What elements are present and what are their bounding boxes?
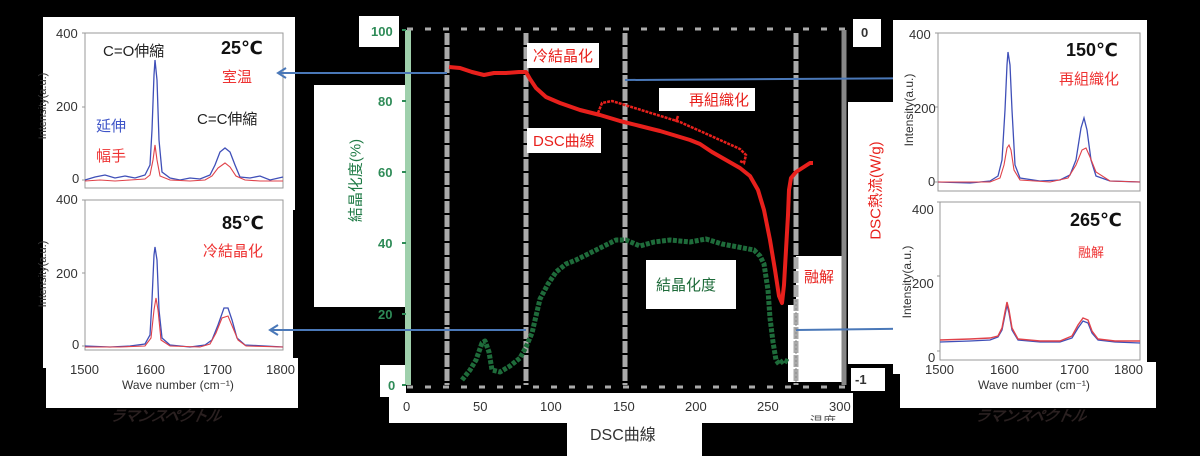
x-tick-0: 0 — [403, 399, 411, 414]
y-tick-0: 0 — [928, 350, 936, 365]
left-tick-20: 20 — [378, 307, 393, 322]
label-crystallinity: 結晶化度 — [646, 260, 737, 309]
y-tick-400: 400 — [56, 26, 78, 41]
temp-label-150c: 150℃ — [1066, 40, 1118, 60]
y-axis-label: Intensity(a.u.) — [900, 245, 914, 319]
x-tick-1800: 1800 — [266, 362, 295, 377]
spectrum-panel-150c — [893, 20, 1071, 192]
left-tick-0-bg — [380, 365, 406, 397]
temp-label-25c: 25℃ — [221, 38, 263, 58]
x-tick-200: 200 — [685, 399, 707, 414]
x-axis-label: Wave number (cm⁻¹) — [122, 378, 234, 392]
x-tick-1700: 1700 — [203, 362, 232, 377]
temp-label-85c: 85℃ — [222, 213, 264, 233]
spectrum-85c-chart — [82, 199, 284, 351]
right-tick-minus1-bg — [851, 368, 885, 391]
spectrum-25c-chart — [82, 32, 284, 189]
y-tick-200: 200 — [912, 276, 934, 291]
label-reorganization: 再組織化 — [659, 88, 756, 111]
x-tick-1500: 1500 — [70, 362, 99, 377]
x-tick-1800: 1800 — [1114, 362, 1143, 377]
x-tick-1500: 1500 — [925, 362, 954, 377]
x-tick-1600: 1600 — [136, 362, 165, 377]
spectrum-265c-chart — [937, 201, 1141, 361]
label-melting: 融解 — [804, 269, 835, 286]
x-tick-150: 150 — [613, 399, 635, 414]
right-tick-0: 0 — [861, 25, 869, 40]
x-tick-300: 300 — [829, 399, 851, 414]
spectrum-panel-150c-right — [1070, 20, 1147, 192]
x-axis-label-cut: 温度(℃) — [810, 413, 850, 421]
x-axis-label-cut-text: 温度(℃) — [810, 413, 850, 421]
label-dsc-curve: DSC曲線 — [527, 128, 601, 153]
y-tick-200: 200 — [56, 99, 78, 114]
left-tick-0: 0 — [388, 378, 396, 393]
right-tick-0-bg — [853, 19, 881, 47]
cc-stretch-label: C=C伸縮 — [197, 111, 258, 128]
legend-width-label: 幅手 — [96, 148, 127, 165]
y-axis-label: Intensity(a.u.) — [902, 73, 916, 147]
raman-spectrum-footer: ラマンスペクトル — [972, 408, 1088, 425]
spectrum-85c-xaxis-area — [46, 358, 298, 408]
state-label-room-temp: 室温 — [222, 69, 253, 86]
x-axis-label: Wave number (cm⁻¹) — [978, 378, 1090, 392]
x-tick-1600: 1600 — [990, 362, 1019, 377]
spectrum-150c-chart — [935, 32, 1141, 192]
left-tick-100-bg — [359, 16, 399, 47]
x-axis-label: DSC曲線 — [590, 427, 656, 444]
x-tick-50: 50 — [473, 399, 488, 414]
legend-stretch-label: 延伸 — [96, 118, 127, 135]
y-tick-200: 200 — [914, 101, 936, 116]
x-tick-100: 100 — [540, 399, 562, 414]
spectrum-panel-265c — [893, 192, 1147, 374]
y-tick-400: 400 — [912, 202, 934, 217]
y-tick-0: 0 — [72, 337, 80, 352]
spectrum-265c-xaxis-area — [900, 362, 1156, 408]
left-tick-60: 60 — [378, 165, 393, 180]
y-tick-0: 0 — [928, 174, 936, 189]
left-tick-40: 40 — [378, 236, 393, 251]
y-tick-200: 200 — [56, 266, 78, 281]
y-tick-400: 400 — [909, 27, 931, 42]
x-label-bg — [567, 412, 702, 456]
temp-label-265c: 265℃ — [1070, 210, 1122, 230]
state-label-reorganization: 再組織化 — [1059, 71, 1120, 88]
right-tick-minus1: -1 — [855, 372, 867, 387]
y-tick-0: 0 — [72, 171, 80, 186]
label-cold-crystallization: 冷結晶化 — [527, 43, 600, 68]
left-tick-80: 80 — [378, 94, 393, 109]
x-tick-1700: 1700 — [1060, 362, 1089, 377]
left-axis-label-bg — [314, 85, 406, 307]
left-tick-100: 100 — [371, 24, 393, 39]
left-axis-label: 結晶化度(%) — [347, 138, 365, 223]
y-tick-400: 400 — [56, 192, 78, 207]
co-stretch-label: C=O伸縮 — [103, 43, 165, 60]
x-tick-250: 250 — [757, 399, 779, 414]
state-label-cold-crystallization: 冷結晶化 — [203, 243, 264, 260]
state-label-melting: 融解 — [1078, 245, 1105, 260]
